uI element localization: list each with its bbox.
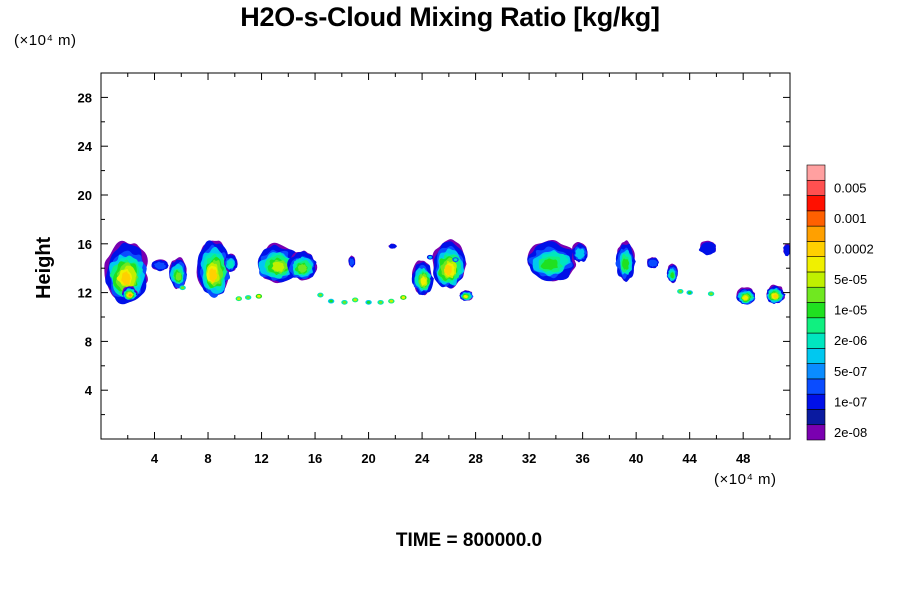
x-tick-label: 20 [361,451,375,466]
colorbar-swatch [806,241,826,257]
colorbar-label: 2e-06 [834,333,867,348]
cloud-speckle-core [709,292,713,296]
x-tick-label: 8 [204,451,211,466]
x-axis-unit: (×10⁴ m) [714,471,777,488]
x-tick-label: 28 [468,451,482,466]
cloud-level [783,244,790,257]
cloud-level [420,276,427,286]
cloud-level [175,272,182,281]
colorbar-swatch [806,378,826,395]
cloud-level [648,259,658,267]
y-tick-label: 16 [78,237,92,252]
cloud-speckle-core [453,258,458,262]
colorbar-swatch [806,424,826,441]
colorbar-label: 1e-05 [834,303,867,318]
y-tick-label: 4 [85,383,93,398]
cloud-speckle-core [318,293,323,297]
colorbar-swatch [806,210,826,227]
cloud-level [272,261,285,272]
y-tick-label: 12 [78,286,92,301]
x-tick-label: 36 [575,451,589,466]
x-tick-label: 40 [629,451,643,466]
colorbar-label: 5e-05 [834,272,867,287]
y-tick-label: 28 [78,90,92,105]
colorbar-swatch [806,195,826,212]
cloud-speckle-core [687,291,692,294]
cloud-speckle-core [366,300,371,304]
cloud-speckles [179,254,715,305]
cloud-speckle-core [237,297,241,301]
cloud-level [388,243,397,249]
colorbar-swatch [806,286,826,303]
cloud-level [670,272,674,279]
cloud-level [773,294,778,299]
x-tick-label: 32 [522,451,536,466]
y-tick-label: 20 [78,188,92,203]
colorbar-swatch [806,179,826,196]
x-tick-label: 44 [682,451,697,466]
colorbar-label: 0.0002 [834,242,874,257]
cloud-speckle-core [257,294,261,298]
cloud-speckle-core [246,296,250,299]
x-tick-label: 16 [308,451,322,466]
colorbar-label: 0.005 [834,180,867,195]
cloud-speckle-core [342,300,347,304]
colorbar-swatch [806,225,826,242]
colorbar-swatch [806,348,826,364]
cloud-level [698,242,716,256]
cloud-level [227,260,234,269]
cloud-speckle-core [378,300,383,304]
cloud-field [104,239,790,305]
cloud-speckle-core [329,299,333,303]
cloud-level [121,271,131,286]
x-tick-label: 24 [415,451,430,466]
colorbar-swatch [806,409,826,426]
plot-frame [100,72,791,440]
cloud-level [540,258,558,270]
y-axis-unit: (×10⁴ m) [14,32,77,49]
cloud-level [297,263,307,273]
colorbar-label: 5e-07 [834,364,867,379]
colorbar-swatch [806,302,826,319]
time-footer: TIME = 800000.0 [395,530,543,551]
cloud-speckle-core [180,286,185,290]
colorbar-swatch [806,256,826,273]
cloud-level [209,268,218,283]
colorbar-swatch [806,332,826,349]
cloud-speckle-core [353,298,357,302]
colorbar-label: 2e-08 [834,425,867,440]
cloud-level [742,295,749,300]
cloud-level [154,261,166,270]
cloud-level [444,264,452,276]
colorbar-label: 1e-07 [834,394,867,409]
cloud-speckle-core [389,299,394,303]
colorbar-swatch [806,363,826,380]
colorbar-label: 0.001 [834,211,867,226]
x-tick-label: 12 [254,451,268,466]
x-tick-label: 4 [151,451,159,466]
colorbar: 2e-08 1e-07 5e-07 2e-06 1e-05 5e-05 0.0002 0.00… [806,164,874,441]
colorbar-swatch [806,164,826,181]
cloud-level [463,295,468,299]
x-tick-label: 48 [736,451,750,466]
y-tick-label: 8 [85,334,92,349]
cloud-level [349,258,355,267]
cloud-level [622,258,630,270]
cloud-speckle-core [678,289,683,293]
cloud-level [128,293,133,297]
cloud-level [575,248,585,260]
colorbar-swatch [806,393,826,410]
cloud-speckle-core [428,255,432,259]
colorbar-swatch [806,271,826,288]
y-tick-label: 24 [78,139,93,154]
colorbar-swatch [806,317,826,334]
chart-title: H2O-s-Cloud Mixing Ratio [kg/kg] [240,2,660,32]
cloud-speckle-core [401,296,406,299]
